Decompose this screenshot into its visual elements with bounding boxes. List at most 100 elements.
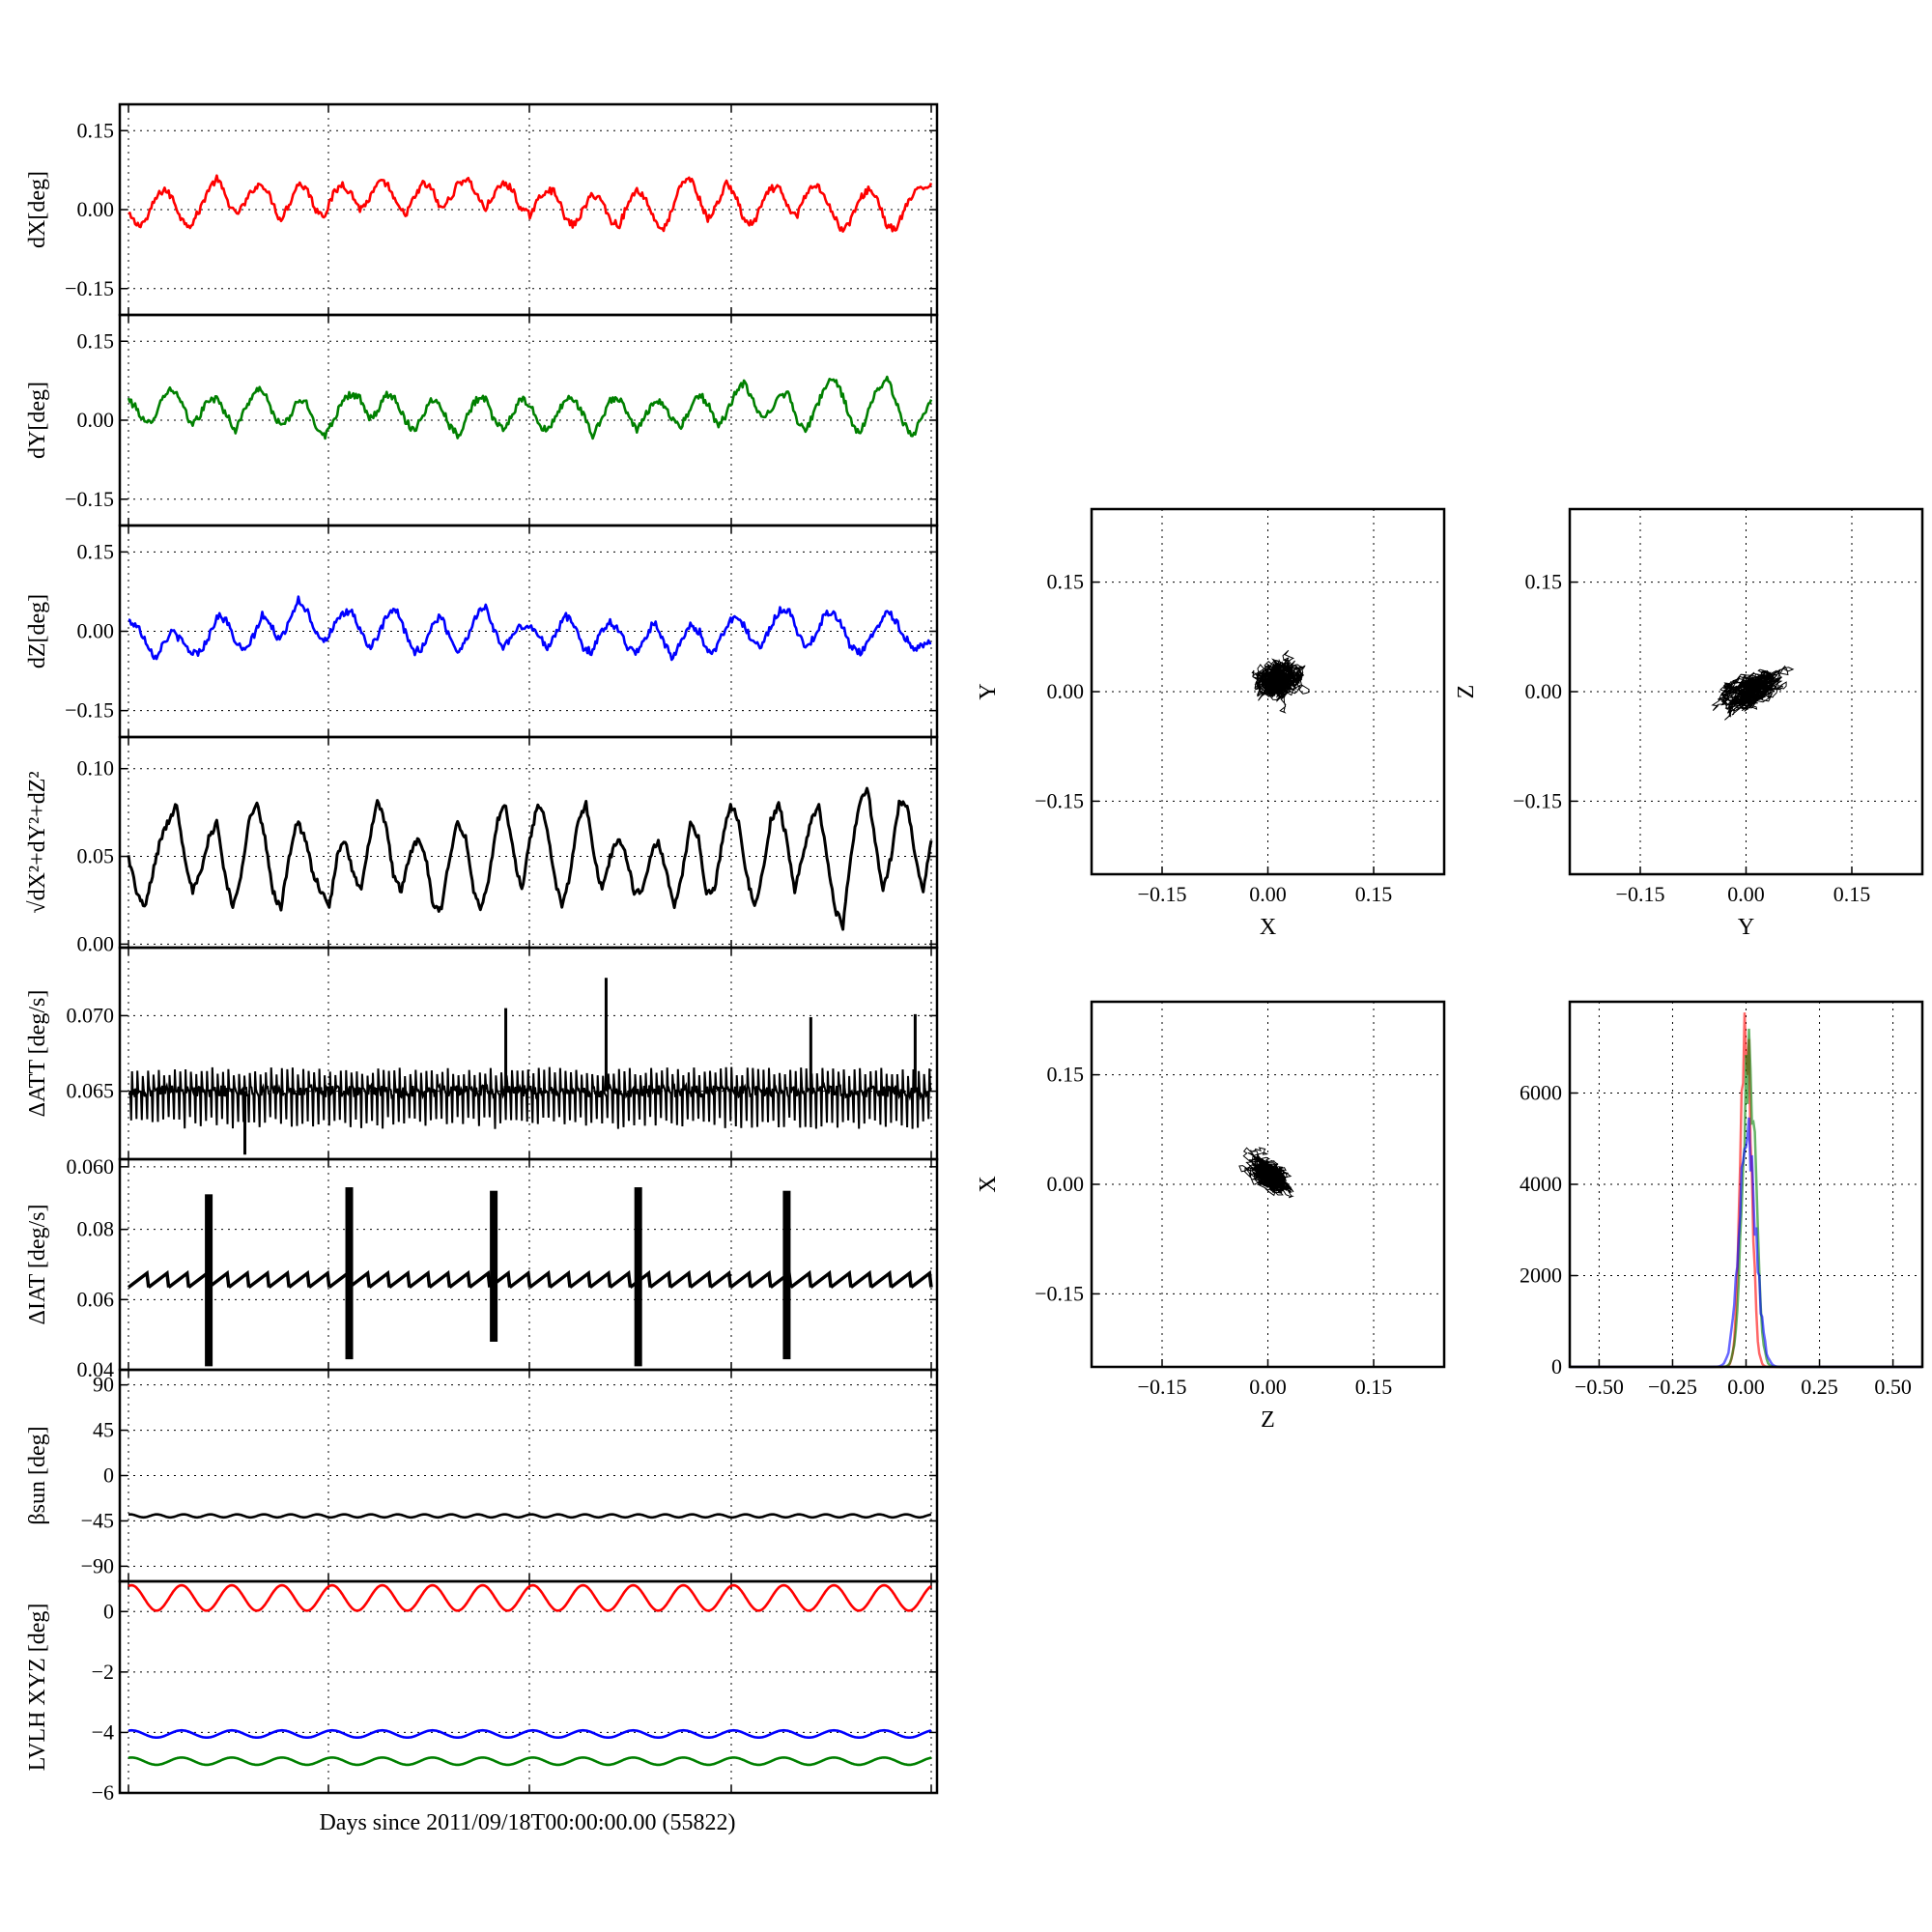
spike (345, 1187, 354, 1360)
ylabel-YZ: Z (1454, 685, 1479, 699)
ytick-label: −2 (92, 1660, 114, 1684)
ytick-label: −0.15 (65, 698, 114, 723)
xtick-label: −0.15 (1138, 882, 1187, 906)
plot-area-dIAT (127, 1187, 933, 1367)
ytick-label: 0.00 (77, 197, 115, 221)
ytick-label: −0.15 (1513, 788, 1562, 812)
ylabel-dX: dX[deg] (25, 171, 50, 248)
series-line (127, 1269, 933, 1289)
xlabel-XY: X (1260, 915, 1276, 940)
axes-frame (1568, 507, 1924, 876)
ylabel-dZ: dZ[deg] (25, 594, 50, 668)
scatter-trace (1238, 1147, 1294, 1199)
ytick-label: 0 (1551, 1354, 1562, 1378)
scatter-trace (1711, 665, 1795, 721)
plot-area-lvlh (128, 1583, 932, 1767)
ytick-label: 0.070 (67, 1003, 115, 1027)
xtick-label: 0.00 (1249, 882, 1287, 906)
ytick-label: 2000 (1520, 1264, 1562, 1288)
panel-XY: −0.15 −0.15 0.00 0.00 0.15 0.15 X Y (976, 507, 1446, 940)
series-line (128, 1066, 932, 1129)
ytick-label: 0.04 (77, 1357, 115, 1381)
spike (634, 1187, 642, 1367)
ytick-label: 0.065 (67, 1079, 115, 1103)
xtick-label: 0.00 (1727, 1375, 1765, 1399)
panel-dY: −0.15 0.00 0.15 dY[deg] (25, 313, 939, 527)
xtick-label: 0.15 (1833, 882, 1871, 906)
ytick-label: −90 (81, 1553, 114, 1577)
panel-dX: −0.15 0.00 0.15 dX[deg] (25, 102, 939, 317)
ylabel-dR: √dX²+dY²+dZ² (25, 771, 50, 913)
ytick-label: 0.05 (77, 844, 115, 868)
panel-dIAT: 0.04 0.06 0.08 ΔIAT [deg/s] (25, 1157, 939, 1381)
ytick-label: −45 (81, 1508, 114, 1532)
ytick-label: 0.10 (77, 756, 115, 781)
ytick-label: 6000 (1520, 1081, 1562, 1105)
xlabel-ZX: Z (1261, 1407, 1275, 1433)
xtick-label: 0.00 (1249, 1375, 1287, 1399)
figure-xlabel: Days since 2011/09/18T00:00:00.00 (55822… (319, 1810, 735, 1835)
ylabel-ZX: X (976, 1176, 1001, 1192)
histogram-line (1570, 1028, 1922, 1369)
ytick-label: 0.00 (77, 408, 115, 432)
series-line (128, 1728, 932, 1739)
plot-area-dX (128, 174, 933, 233)
spike (205, 1194, 213, 1367)
xtick-label: −0.25 (1648, 1375, 1697, 1399)
series-line (128, 1583, 932, 1612)
ytick-label: 45 (93, 1418, 114, 1442)
xtick-label: 0.50 (1874, 1375, 1912, 1399)
ytick-label: 0 (103, 1463, 114, 1488)
plot-area-dY (127, 375, 933, 440)
ylabel-XY: Y (976, 683, 1001, 699)
ytick-label: 0.00 (1525, 679, 1563, 703)
ytick-label: 0.15 (77, 118, 115, 142)
spike (490, 1190, 498, 1342)
xlabel-YZ: Y (1738, 915, 1754, 940)
axes-frame (118, 1579, 939, 1795)
ytick-label: 90 (93, 1373, 114, 1397)
ytick-label: 4000 (1520, 1172, 1562, 1196)
histogram-line (1570, 1117, 1922, 1369)
panel-dATT: 0.060 0.065 0.070 ΔATT [deg/s] (25, 946, 939, 1179)
ytick-label: −6 (92, 1780, 114, 1804)
panel-dR: 0.00 0.05 0.10 √dX²+dY²+dZ² (25, 735, 939, 955)
plot-area-dZ (128, 595, 932, 662)
ytick-label: 0.00 (1047, 1172, 1085, 1196)
ylabel-dY: dY[deg] (25, 382, 50, 459)
xtick-label: 0.25 (1801, 1375, 1838, 1399)
panel-ZX: −0.15 −0.15 0.00 0.00 0.15 0.15 Z X (976, 1000, 1446, 1433)
series-line (128, 595, 932, 662)
series-line (128, 1513, 932, 1520)
xtick-label: 0.15 (1355, 1375, 1393, 1399)
xtick-label: 0.15 (1355, 882, 1393, 906)
ytick-label: −0.15 (65, 276, 114, 300)
series-line (128, 1756, 932, 1767)
series-line (128, 174, 933, 233)
spike (782, 1190, 791, 1360)
axes-frame (1090, 1000, 1446, 1369)
panel-hist: −0.50 −0.25 0.00 0.25 0.50 0 2000 4000 6000 (1520, 1000, 1924, 1399)
plot-area-dR (127, 786, 933, 931)
axes-frame (1568, 1000, 1924, 1369)
ylabel-lvlh: LVLH XYZ [deg] (25, 1604, 50, 1772)
ytick-label: 0.15 (77, 328, 115, 353)
ytick-label: −4 (92, 1719, 114, 1744)
panel-beta: −90 −45 0 45 90 βsun [deg] (25, 1368, 939, 1583)
axes-frame (118, 1157, 939, 1372)
panel-dZ: −0.15 0.00 0.15 dZ[deg] (25, 524, 939, 739)
ylabel-dATT: ΔATT [deg/s] (25, 990, 50, 1118)
xtick-label: −0.15 (1138, 1375, 1187, 1399)
ytick-label: −0.15 (1035, 1281, 1084, 1305)
ytick-label: −0.15 (1035, 788, 1084, 812)
axes-frame (118, 946, 939, 1161)
ytick-label: 0.00 (77, 619, 115, 643)
ytick-label: 0.15 (1047, 570, 1085, 594)
ytick-label: 0.15 (77, 539, 115, 563)
axes-frame (1090, 507, 1446, 876)
ytick-label: 0.00 (77, 931, 115, 955)
ytick-label: 0.15 (1525, 570, 1563, 594)
plot-area-beta (128, 1513, 932, 1520)
ylabel-dIAT: ΔIAT [deg/s] (25, 1205, 50, 1325)
